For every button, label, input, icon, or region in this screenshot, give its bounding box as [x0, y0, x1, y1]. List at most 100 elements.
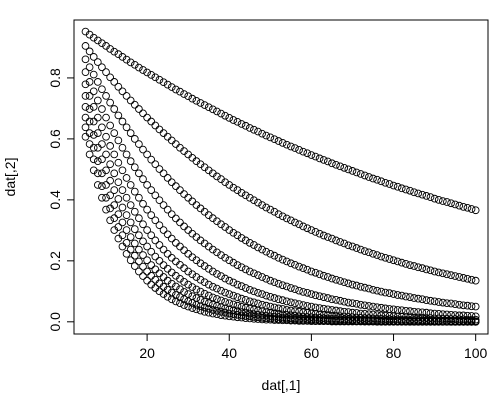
y-tick-label: 0.4: [47, 190, 63, 210]
data-point: [287, 316, 295, 325]
data-point: [332, 160, 340, 169]
data-point: [237, 303, 246, 311]
data-point: [213, 270, 221, 278]
data-point: [282, 257, 291, 266]
data-point: [287, 298, 295, 307]
data-point: [258, 273, 266, 281]
series-6: [81, 92, 480, 326]
data-point: [459, 203, 468, 211]
data-point: [200, 262, 209, 270]
data-point: [147, 211, 156, 219]
data-point: [106, 121, 114, 130]
data-point: [266, 292, 275, 301]
data-point: [319, 304, 328, 313]
data-point: [418, 264, 427, 273]
data-point: [122, 226, 131, 234]
data-point: [135, 63, 143, 72]
data-point: [114, 111, 123, 120]
data-point: [422, 308, 431, 317]
data-point: [340, 239, 349, 248]
data-point: [106, 176, 114, 185]
data-point: [135, 231, 143, 240]
data-point: [299, 301, 308, 309]
data-point: [360, 283, 369, 292]
data-point: [393, 291, 402, 299]
data-point: [172, 85, 180, 94]
data-point: [130, 225, 139, 233]
data-point: [262, 274, 271, 283]
data-point: [122, 92, 131, 100]
data-point: [258, 201, 266, 209]
data-point: [172, 140, 180, 148]
data-point: [250, 298, 258, 307]
data-point: [459, 317, 468, 326]
data-point: [422, 265, 431, 274]
data-point: [397, 317, 406, 326]
data-point: [451, 200, 459, 209]
data-point: [430, 267, 439, 276]
data-point: [213, 306, 221, 315]
data-point: [130, 207, 139, 216]
data-point: [467, 275, 476, 284]
data-point: [225, 181, 234, 189]
data-point: [373, 251, 381, 259]
data-point: [422, 317, 431, 326]
data-point: [126, 233, 135, 241]
data-point: [402, 292, 410, 301]
data-point: [167, 178, 176, 187]
data-point: [270, 316, 279, 324]
data-point: [471, 317, 480, 326]
data-point: [402, 185, 410, 194]
data-point: [89, 33, 98, 42]
data-point: [118, 53, 127, 61]
data-point: [188, 94, 197, 103]
data-point: [447, 199, 455, 208]
data-point: [126, 58, 135, 67]
data-point: [126, 96, 135, 105]
data-point: [369, 249, 377, 258]
data-point: [163, 205, 172, 214]
data-point: [184, 92, 193, 101]
data-point: [471, 302, 480, 311]
data-point: [213, 248, 221, 257]
data-point: [348, 280, 357, 289]
data-point: [163, 132, 172, 141]
data-point: [217, 251, 225, 259]
data-point: [389, 181, 398, 190]
data-point: [98, 63, 106, 72]
data-point: [332, 317, 340, 326]
data-point: [102, 150, 110, 159]
data-point: [291, 299, 299, 308]
data-point: [377, 252, 386, 261]
data-point: [245, 267, 254, 276]
data-point: [229, 116, 238, 124]
data-point: [184, 193, 193, 202]
data-point: [208, 300, 217, 309]
data-point: [93, 157, 102, 166]
data-point: [295, 262, 303, 271]
data-point: [287, 284, 295, 292]
data-point: [307, 290, 316, 298]
data-point: [241, 121, 250, 130]
data-point: [291, 144, 299, 152]
data-point: [410, 262, 418, 270]
series-9: [81, 123, 480, 326]
data-point: [159, 129, 168, 137]
data-point: [213, 310, 221, 319]
data-point: [344, 308, 353, 316]
data-point: [122, 239, 131, 247]
data-point: [118, 203, 127, 212]
data-point: [336, 238, 344, 246]
data-point: [89, 53, 98, 61]
data-point: [323, 317, 332, 326]
data-point: [110, 169, 119, 178]
data-point: [176, 293, 184, 301]
data-point: [85, 117, 94, 126]
data-point: [237, 120, 246, 128]
data-point: [159, 245, 168, 254]
data-point: [139, 262, 147, 271]
data-point: [291, 307, 299, 315]
data-point: [122, 150, 131, 159]
data-point: [81, 113, 90, 122]
